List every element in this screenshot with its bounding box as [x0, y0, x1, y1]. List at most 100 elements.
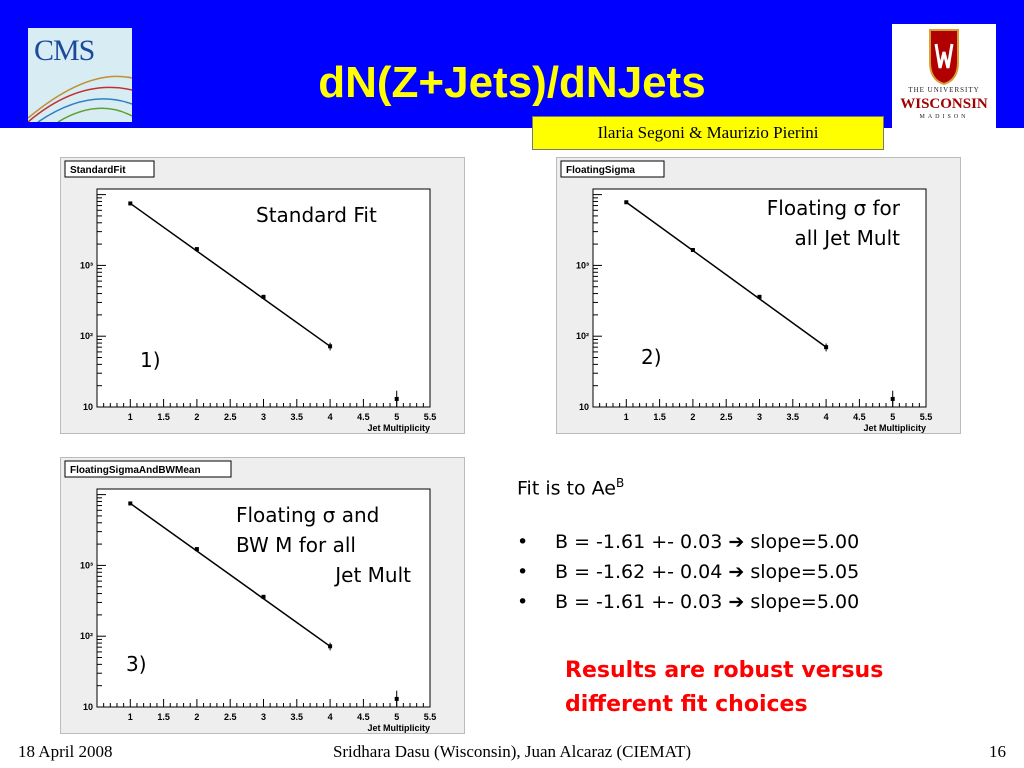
data-point — [394, 696, 399, 701]
data-point — [128, 201, 133, 206]
fit-results-list: • B = -1.61 +- 0.03 ➔ slope=5.00 • B = -1.… — [517, 527, 859, 617]
arrow-right-icon: ➔ — [728, 531, 745, 553]
cms-logo-arcs-icon — [28, 75, 132, 122]
x-tick-label: 4 — [328, 412, 333, 422]
x-tick-label: 2 — [194, 712, 199, 722]
fit-line — [129, 502, 331, 647]
plot-title: FloatingSigmaAndBWMean — [70, 465, 201, 476]
fit-line — [129, 202, 331, 347]
x-tick-label: 5.5 — [424, 412, 437, 422]
cms-logo: CMS — [28, 28, 132, 122]
x-tick-label: 3 — [261, 712, 266, 722]
plot1-annotation: Standard Fit — [256, 200, 377, 230]
x-tick-label: 5.5 — [920, 412, 933, 422]
y-tick-label: 10² — [576, 331, 589, 341]
plot3-line2: BW M for all — [236, 533, 356, 557]
cms-logo-text: CMS — [34, 34, 95, 67]
plot2-annotation: Floating σ for all Jet Mult — [700, 193, 900, 253]
x-tick-label: 2 — [690, 412, 695, 422]
x-tick-label: 2.5 — [224, 712, 237, 722]
fit-result-b: B = -1.62 +- 0.04 — [555, 561, 723, 583]
list-item: • B = -1.62 +- 0.04 ➔ slope=5.05 — [517, 557, 859, 587]
data-point — [824, 345, 829, 350]
footer-date: 18 April 2008 — [18, 742, 113, 761]
authors-box: Ilaria Segoni & Maurizio Pierini — [532, 116, 884, 150]
y-tick-label: 10³ — [80, 560, 93, 570]
data-point — [261, 294, 266, 299]
x-tick-label: 1.5 — [157, 712, 170, 722]
y-tick-label: 10 — [83, 702, 93, 712]
y-tick-label: 10 — [579, 402, 589, 412]
x-tick-label: 4 — [824, 412, 829, 422]
plot-title: StandardFit — [70, 165, 126, 176]
fit-result-b: B = -1.61 +- 0.03 — [555, 591, 723, 613]
arrow-right-icon: ➔ — [728, 561, 745, 583]
fit-result-slope: slope=5.05 — [750, 561, 860, 583]
plot2-line2: all Jet Mult — [794, 226, 900, 250]
data-point — [690, 248, 695, 253]
x-tick-label: 4.5 — [357, 412, 370, 422]
x-tick-label: 2 — [194, 412, 199, 422]
title-banner — [0, 0, 1024, 128]
x-tick-label: 4.5 — [853, 412, 866, 422]
data-point — [261, 594, 266, 599]
x-tick-label: 2.5 — [720, 412, 733, 422]
fit-result-b: B = -1.61 +- 0.03 — [555, 531, 723, 553]
page-title: dN(Z+Jets)/dNJets — [318, 58, 706, 107]
data-point — [194, 547, 199, 552]
fit-formula: Fit is to AeB — [517, 476, 624, 499]
footer-page-number: 16 — [989, 742, 1006, 761]
x-tick-label: 3 — [757, 412, 762, 422]
y-tick-label: 10 — [83, 402, 93, 412]
x-tick-label: 5.5 — [424, 712, 437, 722]
x-tick-label: 1 — [128, 712, 133, 722]
y-tick-label: 10² — [80, 631, 93, 641]
plot3-annotation: Floating σ and BW M for all Jet Mult — [236, 500, 416, 590]
plot-title-box — [64, 460, 232, 478]
plot1-number: 1) — [140, 348, 161, 372]
plot1-label: Standard Fit — [256, 203, 377, 227]
footer-presenter: Sridhara Dasu (Wisconsin), Juan Alcaraz … — [332, 742, 692, 761]
x-tick-label: 5 — [394, 712, 399, 722]
fit-result-slope: slope=5.00 — [750, 531, 860, 553]
x-tick-label: 5 — [394, 412, 399, 422]
x-tick-label: 1 — [128, 412, 133, 422]
x-tick-label: 1.5 — [653, 412, 666, 422]
plot3-line3: Jet Mult — [335, 563, 411, 587]
x-tick-label: 2.5 — [224, 412, 237, 422]
fit-formula-text: Fit is to Ae — [517, 477, 616, 500]
x-tick-label: 1.5 — [157, 412, 170, 422]
data-point — [128, 501, 133, 506]
plot3-number: 3) — [126, 652, 147, 676]
fit-result-slope: slope=5.00 — [750, 591, 860, 613]
fit-formula-exponent: B — [616, 476, 625, 490]
x-axis-label: Jet Multiplicity — [367, 423, 430, 433]
data-point — [394, 396, 399, 401]
plot-floating-sigma-bw-mean: FloatingSigmaAndBWMean 1 1.5 2 2.5 3 3.5 4 4.5 5 5… — [60, 457, 465, 734]
x-tick-label: 3.5 — [291, 412, 304, 422]
list-item: • B = -1.61 +- 0.03 ➔ slope=5.00 — [517, 587, 859, 617]
conclusion-text: Results are robust versus different fit … — [565, 658, 884, 717]
uw-logo: THE UNIVERSITY WISCONSIN MADISON — [892, 24, 996, 128]
fit-line — [625, 201, 827, 348]
x-tick-label: 3.5 — [291, 712, 304, 722]
x-tick-label: 4 — [328, 712, 333, 722]
data-point — [328, 344, 333, 349]
x-tick-label: 1 — [624, 412, 629, 422]
plot-title-box — [560, 160, 665, 178]
x-axis-label: Jet Multiplicity — [863, 423, 926, 433]
data-point — [757, 294, 762, 299]
uw-logo-line2: WISCONSIN — [900, 96, 988, 112]
x-tick-label: 4.5 — [357, 712, 370, 722]
bullet-icon: • — [517, 531, 529, 553]
uw-logo-line1: THE UNIVERSITY — [908, 86, 980, 94]
x-tick-label: 5 — [890, 412, 895, 422]
x-axis-label: Jet Multiplicity — [367, 723, 430, 733]
crest-icon — [929, 29, 959, 86]
data-point — [194, 247, 199, 252]
bullet-icon: • — [517, 561, 529, 583]
plot2-number: 2) — [641, 345, 662, 369]
plot-title: FloatingSigma — [566, 165, 635, 176]
